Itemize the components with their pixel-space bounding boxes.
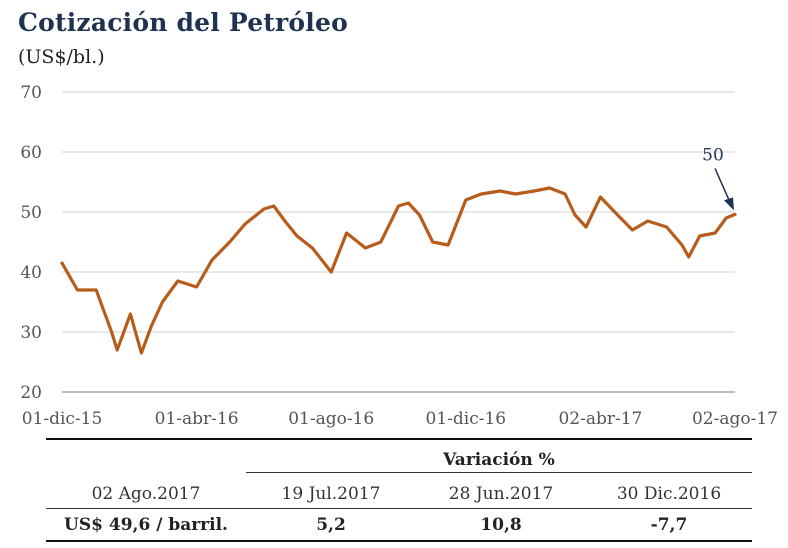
y-tick-label: 40 — [20, 263, 42, 283]
table-bottom-rule — [46, 540, 752, 542]
x-tick-label: 02-ago-17 — [692, 409, 778, 429]
x-tick-label: 01-abr-16 — [155, 409, 239, 429]
annotation-arrow — [714, 168, 732, 205]
y-tick-label: 60 — [20, 143, 42, 163]
variation-jun-value: 10,8 — [480, 515, 522, 535]
gridlines — [62, 91, 735, 333]
date-header-current: 02 Ago.2017 — [91, 484, 201, 504]
x-tick-label: 01-dic-16 — [426, 409, 507, 429]
x-tick-label: 02-abr-17 — [558, 409, 642, 429]
chart-title: Cotización del Petróleo — [18, 8, 348, 37]
variation-jul-value: 5,2 — [316, 515, 346, 535]
date-header-jul: 19 Jul.2017 — [281, 484, 381, 504]
y-tick-label: 20 — [20, 383, 42, 403]
unit-label: (US$/bl.) — [18, 46, 105, 68]
date-header-jun: 28 Jun.2017 — [448, 484, 554, 504]
table-mid-rule — [46, 508, 752, 509]
y-tick-label: 50 — [20, 203, 42, 223]
annotation-arrowhead — [724, 197, 734, 211]
x-tick-label: 01-ago-16 — [288, 409, 374, 429]
current-price-value: US$ 49,6 / barril. — [64, 515, 228, 535]
latest-value-annotation: 50 — [702, 145, 724, 165]
y-tick-label: 70 — [20, 83, 42, 103]
price-series-line — [60, 186, 737, 355]
x-tick-label: 01-dic-15 — [22, 409, 103, 429]
variation-header-rule — [246, 472, 752, 473]
oil-price-chart: 20 30 40 50 60 70 01-dic-15 01-abr-16 01-ago-16… — [20, 83, 778, 429]
x-axis-ticks: 01-dic-15 01-abr-16 01-ago-16 01-dic-16 02-a… — [22, 409, 778, 429]
variation-header: Variación % — [443, 450, 555, 470]
y-axis-ticks: 20 30 40 50 60 70 — [20, 83, 42, 403]
y-tick-label: 30 — [20, 323, 42, 343]
table-top-rule — [46, 438, 752, 440]
variation-dec-value: -7,7 — [650, 515, 688, 535]
date-header-dec: 30 Dic.2016 — [616, 484, 722, 504]
